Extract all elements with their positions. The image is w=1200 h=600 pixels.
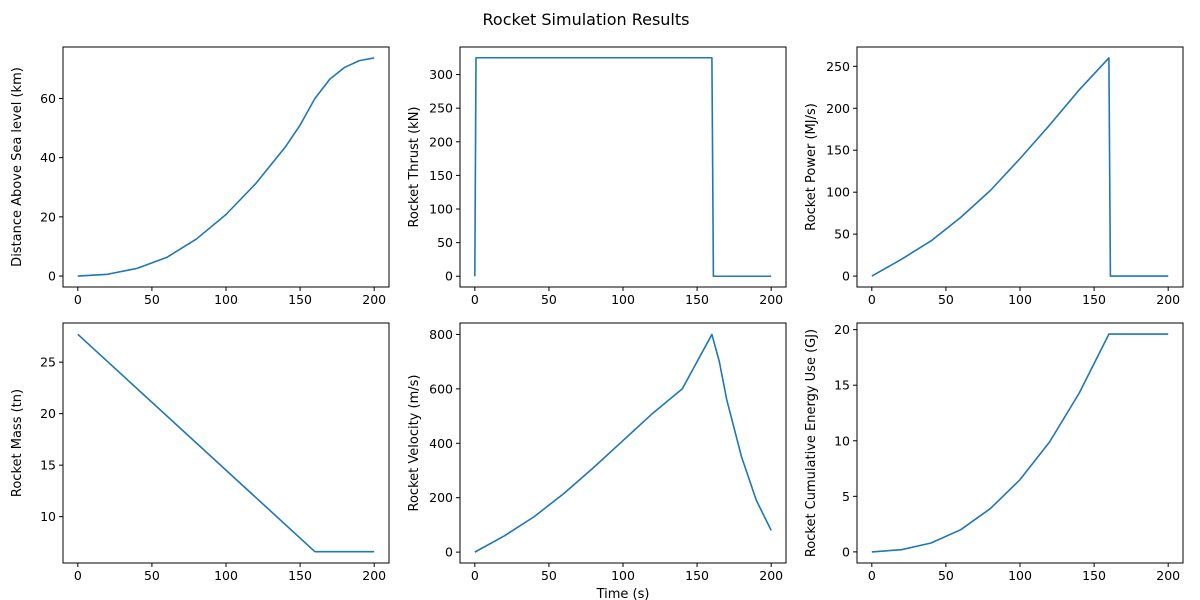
y-tick-label: 15 — [834, 378, 850, 393]
x-tick-label: 200 — [759, 568, 783, 583]
x-tick-label: 0 — [74, 292, 82, 307]
series-line — [77, 333, 375, 553]
series-line — [871, 333, 1169, 553]
x-tick-label: 200 — [759, 292, 783, 307]
y-tick-label: 15 — [40, 458, 56, 473]
x-tick-label: 50 — [938, 568, 954, 583]
x-tick-label: 150 — [1082, 292, 1106, 307]
x-tick-label: 0 — [471, 568, 479, 583]
x-tick-label: 100 — [214, 292, 238, 307]
y-tick-label: 200 — [429, 490, 453, 505]
x-tick-label: 200 — [362, 568, 386, 583]
y-tick-label: 20 — [834, 322, 850, 337]
x-tick-label: 50 — [541, 292, 557, 307]
subplot-1: 0 50 100 150 200 0 20 40 60 Distance Above Sea le… — [10, 46, 390, 307]
series-line — [474, 56, 772, 278]
x-tick-label: 150 — [288, 292, 312, 307]
x-tick-label: 0 — [868, 568, 876, 583]
y-tick-label: 0 — [48, 269, 56, 284]
x-axis-label: Time (s) — [596, 587, 650, 600]
x-tick-label: 0 — [471, 292, 479, 307]
x-tick-label: 0 — [74, 568, 82, 583]
y-axis-label: Rocket Mass (tn) — [10, 389, 25, 497]
y-tick-label: 400 — [429, 436, 453, 451]
y-tick-label: 150 — [826, 143, 850, 158]
series-line — [871, 57, 1169, 277]
y-tick-label: 200 — [429, 134, 453, 149]
x-tick-label: 50 — [144, 292, 160, 307]
x-tick-label: 150 — [1082, 568, 1106, 583]
x-tick-label: 200 — [362, 292, 386, 307]
subplot-5: 0 50 100 150 200 0 200 400 600 800 Rocket Velocity… — [407, 322, 787, 600]
y-axis-label: Rocket Power (MJ/s) — [804, 103, 819, 231]
y-tick-label: 10 — [40, 509, 56, 524]
y-tick-label: 100 — [826, 185, 850, 200]
x-tick-label: 100 — [611, 568, 635, 583]
y-tick-label: 200 — [826, 101, 850, 116]
y-tick-label: 5 — [842, 489, 850, 504]
x-tick-label: 100 — [214, 568, 238, 583]
y-tick-label: 150 — [429, 168, 453, 183]
y-tick-label: 25 — [40, 355, 56, 370]
x-tick-label: 150 — [685, 292, 709, 307]
subplot-6: 0 50 100 150 200 0 5 10 15 20 Rocket Cumulative En… — [804, 322, 1184, 583]
y-tick-label: 250 — [429, 101, 453, 116]
subplot-3: 0 50 100 150 200 0 50 100 150 200 250 Rocket Power … — [804, 46, 1184, 307]
x-tick-label: 200 — [1156, 568, 1180, 583]
y-tick-label: 50 — [834, 227, 850, 242]
y-tick-label: 100 — [429, 202, 453, 217]
x-tick-label: 50 — [938, 292, 954, 307]
y-tick-label: 0 — [842, 269, 850, 284]
figure-title: Rocket Simulation Results — [483, 10, 690, 29]
y-tick-label: 60 — [40, 91, 56, 106]
y-tick-label: 20 — [40, 406, 56, 421]
y-tick-label: 0 — [445, 269, 453, 284]
x-tick-label: 150 — [288, 568, 312, 583]
x-tick-label: 100 — [611, 292, 635, 307]
y-tick-label: 300 — [429, 67, 453, 82]
y-tick-label: 800 — [429, 327, 453, 342]
y-axis-label: Rocket Cumulative Energy Use (GJ) — [804, 329, 819, 557]
x-tick-label: 150 — [685, 568, 709, 583]
series-line — [474, 333, 772, 553]
subplot-4: 0 50 100 150 200 10 15 20 25 Rocket Mass (tn) — [10, 322, 390, 583]
y-axis-label: Rocket Velocity (m/s) — [407, 375, 422, 512]
y-tick-label: 0 — [445, 545, 453, 560]
x-tick-label: 50 — [541, 568, 557, 583]
x-tick-label: 200 — [1156, 292, 1180, 307]
subplot-2: 0 50 100 150 200 0 50 100 150 200 250 300 Rocket Thr… — [407, 46, 787, 307]
series-line — [77, 57, 375, 277]
y-axis-label: Rocket Thrust (kN) — [407, 106, 422, 227]
y-tick-label: 40 — [40, 150, 56, 165]
y-tick-label: 20 — [40, 209, 56, 224]
y-tick-label: 600 — [429, 381, 453, 396]
x-tick-label: 0 — [868, 292, 876, 307]
y-tick-label: 0 — [842, 544, 850, 559]
x-tick-label: 50 — [144, 568, 160, 583]
y-tick-label: 250 — [826, 59, 850, 74]
y-axis-label: Distance Above Sea level (km) — [10, 67, 25, 267]
x-tick-label: 100 — [1008, 292, 1032, 307]
y-tick-label: 50 — [437, 235, 453, 250]
y-tick-label: 10 — [834, 433, 850, 448]
x-tick-label: 100 — [1008, 568, 1032, 583]
